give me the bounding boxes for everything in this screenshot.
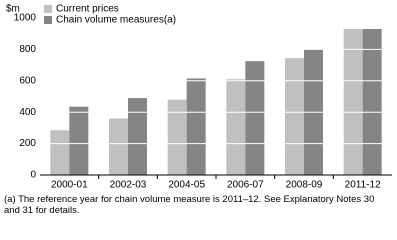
legend-swatch [44,16,52,24]
bar [167,99,187,175]
y-tick-label: 1000 [14,13,37,24]
y-tick-label: 800 [19,44,36,55]
y-tick-label: 200 [19,138,36,149]
bar [285,58,304,175]
x-tick-label: 2004-05 [168,180,205,190]
y-tick-label: 600 [19,75,36,86]
x-tick-label: 2011-12 [345,180,381,190]
y-tick-label: 400 [19,107,36,118]
bar [343,28,363,175]
bar [128,98,147,175]
x-tick-label: 2006-07 [227,180,264,190]
bar [245,61,265,175]
legend-label: Chain volume measures(a) [56,15,176,26]
x-tick-label: 2008-09 [286,180,323,190]
bar [362,28,382,175]
footnote: (a) The reference year for chain volume … [4,194,375,216]
bar [186,78,206,175]
y-unit-label: $m [6,4,20,15]
legend-label: Current prices [56,4,119,15]
bar [109,118,128,175]
x-tick-label: 2000-01 [51,180,88,190]
x-tick-label: 2002-03 [110,180,147,190]
legend-swatch [44,5,52,13]
bar [226,79,246,175]
y-tick-label: 0 [30,170,36,181]
bar [50,130,70,175]
page: $m 2000-01 2002-03 2004-05 2006-07 2008-09 20… [4,4,392,216]
chart: $m 2000-01 2002-03 2004-05 2006-07 2008-09 20… [6,4,392,191]
bar [69,106,89,175]
